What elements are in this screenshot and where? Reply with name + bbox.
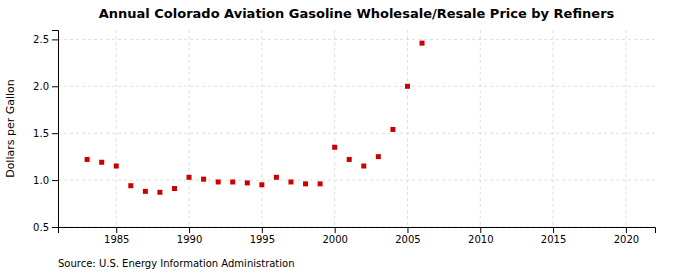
point xyxy=(187,175,192,180)
grid-line xyxy=(58,39,655,40)
tick: 2010 xyxy=(468,227,493,245)
y-axis-title: Dollars per Gallon xyxy=(4,79,17,178)
tick: 1990 xyxy=(177,227,202,245)
tick-mark xyxy=(52,180,58,181)
tick-mark xyxy=(189,227,190,233)
point xyxy=(201,177,206,182)
tick-label: 1.5 xyxy=(33,128,49,139)
points xyxy=(85,41,425,195)
point xyxy=(172,186,177,191)
point xyxy=(303,181,308,186)
tick: 1.5 xyxy=(33,128,58,139)
tick-label: 1.0 xyxy=(33,175,49,186)
grid-line xyxy=(116,30,117,227)
chart: 1985 1990 1995 2000 2005 2010 2015 2020 0.5 1.0 1.… xyxy=(0,0,675,275)
point xyxy=(216,179,221,184)
tick: 1995 xyxy=(250,227,275,245)
point xyxy=(361,164,366,169)
tick-label: 2015 xyxy=(541,234,566,245)
grid-line xyxy=(480,30,481,227)
tick-mark xyxy=(626,227,627,233)
tick-label: 1990 xyxy=(177,234,202,245)
tick: 1985 xyxy=(104,227,129,245)
tick-mark xyxy=(116,227,117,233)
tick-label: 2020 xyxy=(614,234,639,245)
tick-label: 2010 xyxy=(468,234,493,245)
tick-mark xyxy=(262,227,263,233)
grid-line xyxy=(625,30,626,227)
point xyxy=(347,157,352,162)
point xyxy=(143,189,148,194)
grid xyxy=(58,30,655,227)
grid-line xyxy=(58,180,655,181)
point xyxy=(157,190,162,195)
tick-mark xyxy=(52,133,58,134)
grid-line xyxy=(553,30,554,227)
axis-line xyxy=(59,228,656,234)
tick-label: 2.5 xyxy=(33,34,49,45)
title: Annual Colorado Aviation Gasoline Wholes… xyxy=(99,6,615,21)
tick-mark xyxy=(480,227,481,233)
axis-line xyxy=(52,31,59,228)
tick: 2.5 xyxy=(33,34,58,45)
tick: 2015 xyxy=(541,227,566,245)
tick: 2000 xyxy=(322,227,347,245)
tick: 1.0 xyxy=(33,175,58,186)
point xyxy=(114,164,119,169)
tick-label: 1995 xyxy=(250,234,275,245)
point xyxy=(405,84,410,89)
tick-mark xyxy=(52,86,58,87)
tick: 2005 xyxy=(395,227,420,245)
grid-line xyxy=(261,30,262,227)
tick: 0.5 xyxy=(33,222,58,233)
tick-label: 0.5 xyxy=(33,222,49,233)
point xyxy=(420,41,425,46)
point xyxy=(318,181,323,186)
plot: 1985 1990 1995 2000 2005 2010 2015 2020 0.5 1.0 1.… xyxy=(33,30,655,245)
point xyxy=(230,179,235,184)
grid-line xyxy=(189,30,190,227)
point xyxy=(390,127,395,132)
point xyxy=(245,180,250,185)
point xyxy=(99,160,104,165)
tick-label: 2.0 xyxy=(33,81,49,92)
tick-mark xyxy=(335,227,336,233)
tick: 2020 xyxy=(614,227,639,245)
tick-label: 2005 xyxy=(395,234,420,245)
source: Source: U.S. Energy Information Administ… xyxy=(58,258,295,269)
point xyxy=(376,154,381,159)
y-axis: 0.5 1.0 1.5 2.0 2.5 xyxy=(33,31,58,233)
point xyxy=(128,183,133,188)
point xyxy=(288,179,293,184)
tick-mark xyxy=(407,227,408,233)
tick-mark xyxy=(52,227,58,228)
grid-line xyxy=(58,86,655,87)
grid-line xyxy=(334,30,335,227)
point xyxy=(85,157,90,162)
tick-mark xyxy=(52,39,58,40)
tick-mark xyxy=(553,227,554,233)
grid-line xyxy=(407,30,408,227)
x-axis: 1985 1990 1995 2000 2005 2010 2015 2020 xyxy=(59,227,656,245)
point xyxy=(332,145,337,150)
tick-label: 2000 xyxy=(322,234,347,245)
point xyxy=(274,175,279,180)
grid-line xyxy=(58,133,655,134)
tick-label: 1985 xyxy=(104,234,129,245)
tick: 2.0 xyxy=(33,81,58,92)
point xyxy=(259,182,264,187)
